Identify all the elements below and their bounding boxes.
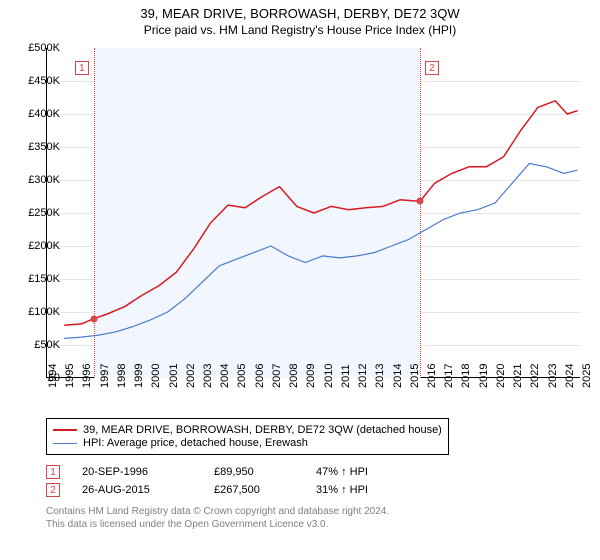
- x-axis-label: 1996: [81, 364, 84, 388]
- x-axis-label: 2009: [305, 364, 308, 388]
- chart-titles: 39, MEAR DRIVE, BORROWASH, DERBY, DE72 3…: [0, 0, 600, 37]
- legend-row: HPI: Average price, detached house, Erew…: [53, 437, 442, 449]
- chart-plot-area: 1994199519961997199819992000200120022003…: [46, 48, 580, 378]
- x-axis-label: 2005: [236, 364, 239, 388]
- x-axis-label: 2011: [340, 364, 343, 388]
- x-axis-label: 2024: [564, 364, 567, 388]
- transaction-vline: [420, 48, 421, 378]
- y-axis-label: £250K: [10, 207, 60, 219]
- plot-box: 1994199519961997199819992000200120022003…: [46, 48, 580, 378]
- x-axis-label: 2020: [495, 364, 498, 388]
- chart-lines-svg: [47, 48, 581, 378]
- series-line-price_paid: [64, 101, 577, 325]
- x-axis-label: 2014: [392, 364, 395, 388]
- x-axis-label: 2003: [202, 364, 205, 388]
- y-axis-label: £0: [10, 372, 60, 384]
- marker-dot-2: [416, 198, 423, 205]
- transaction-row: 2 26-AUG-2015 £267,500 31% ↑ HPI: [46, 483, 580, 497]
- x-axis-label: 2008: [288, 364, 291, 388]
- legend-area: 39, MEAR DRIVE, BORROWASH, DERBY, DE72 3…: [46, 418, 580, 531]
- x-axis-label: 2007: [271, 364, 274, 388]
- x-axis-label: 2001: [168, 364, 171, 388]
- transaction-date: 26-AUG-2015: [82, 484, 192, 496]
- x-axis-label: 2006: [254, 364, 257, 388]
- x-axis-label: 1997: [99, 364, 102, 388]
- legend-swatch: [53, 443, 77, 444]
- chart-subtitle: Price paid vs. HM Land Registry's House …: [0, 23, 600, 37]
- x-axis-label: 2002: [185, 364, 188, 388]
- x-axis-label: 2013: [374, 364, 377, 388]
- x-axis-label: 1995: [64, 364, 67, 388]
- legend-label: HPI: Average price, detached house, Erew…: [83, 437, 308, 449]
- legend-box: 39, MEAR DRIVE, BORROWASH, DERBY, DE72 3…: [46, 418, 449, 455]
- x-axis-label: 2025: [581, 364, 584, 388]
- x-axis-label: 2022: [529, 364, 532, 388]
- x-axis-label: 2018: [460, 364, 463, 388]
- legend-swatch: [53, 429, 77, 431]
- x-axis-label: 2015: [409, 364, 412, 388]
- transaction-price: £267,500: [214, 484, 294, 496]
- marker-dot-1: [90, 315, 97, 322]
- footer-line-1: Contains HM Land Registry data © Crown c…: [46, 505, 580, 518]
- footer-attribution: Contains HM Land Registry data © Crown c…: [46, 505, 580, 531]
- y-axis-label: £100K: [10, 306, 60, 318]
- y-axis-label: £350K: [10, 141, 60, 153]
- x-axis-label: 2012: [357, 364, 360, 388]
- y-axis-label: £450K: [10, 75, 60, 87]
- x-axis-label: 1999: [133, 364, 136, 388]
- transaction-delta: 31% ↑ HPI: [316, 484, 406, 496]
- x-axis-label: 2010: [323, 364, 326, 388]
- series-line-hpi: [64, 164, 577, 339]
- x-axis-label: 2019: [478, 364, 481, 388]
- y-axis-label: £150K: [10, 273, 60, 285]
- x-axis-label: 1998: [116, 364, 119, 388]
- marker-box-1: 1: [75, 61, 89, 75]
- y-axis-label: £50K: [10, 339, 60, 351]
- x-axis-label: 2021: [512, 364, 515, 388]
- transaction-marker: 1: [46, 465, 60, 479]
- x-axis-label: 2000: [150, 364, 153, 388]
- legend-row: 39, MEAR DRIVE, BORROWASH, DERBY, DE72 3…: [53, 424, 442, 436]
- x-axis-label: 2016: [426, 364, 429, 388]
- transaction-row: 1 20-SEP-1996 £89,950 47% ↑ HPI: [46, 465, 580, 479]
- transactions-table: 1 20-SEP-1996 £89,950 47% ↑ HPI 2 26-AUG-2015…: [46, 465, 580, 497]
- transaction-date: 20-SEP-1996: [82, 466, 192, 478]
- y-axis-label: £400K: [10, 108, 60, 120]
- transaction-delta: 47% ↑ HPI: [316, 466, 406, 478]
- transaction-vline: [94, 48, 95, 378]
- y-axis-label: £200K: [10, 240, 60, 252]
- chart-title: 39, MEAR DRIVE, BORROWASH, DERBY, DE72 3…: [0, 6, 600, 21]
- x-axis-label: 2017: [443, 364, 446, 388]
- transaction-price: £89,950: [214, 466, 294, 478]
- x-axis-label: 2023: [547, 364, 550, 388]
- x-axis-label: 2004: [219, 364, 222, 388]
- marker-box-2: 2: [425, 61, 439, 75]
- footer-line-2: This data is licensed under the Open Gov…: [46, 518, 580, 531]
- y-axis-label: £500K: [10, 42, 60, 54]
- transaction-marker: 2: [46, 483, 60, 497]
- y-axis-label: £300K: [10, 174, 60, 186]
- legend-label: 39, MEAR DRIVE, BORROWASH, DERBY, DE72 3…: [83, 424, 442, 436]
